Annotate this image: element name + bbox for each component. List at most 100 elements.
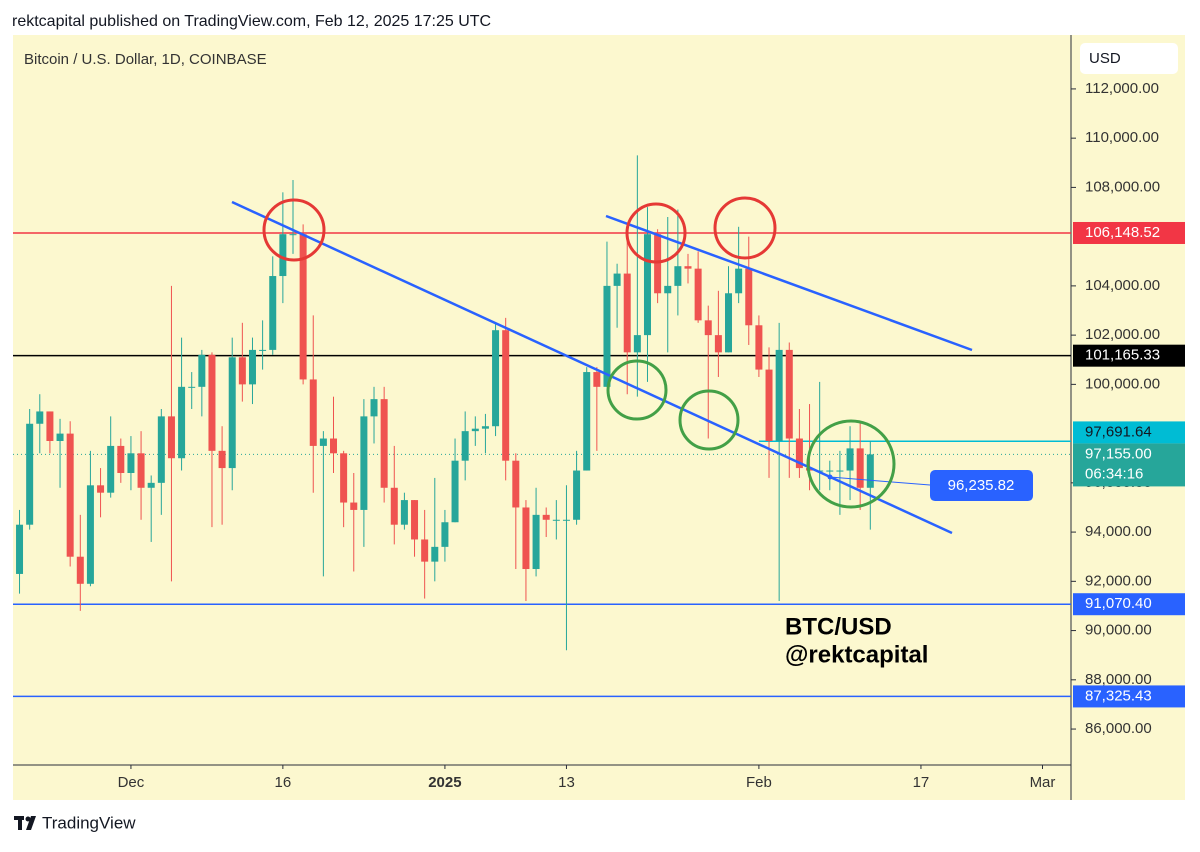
y-tick-label: 94,000.00	[1085, 523, 1152, 540]
logo-mark	[18, 816, 22, 830]
x-tick-label: Dec	[118, 774, 145, 791]
x-tick-label: Mar	[1030, 774, 1056, 791]
y-tick-label: 112,000.00	[1085, 80, 1159, 97]
candle-body	[248, 349, 256, 385]
candle-body	[238, 357, 246, 385]
candle-body	[76, 556, 84, 584]
candle-body	[299, 234, 307, 380]
candle-body	[117, 445, 125, 473]
annotation: BTC/USD	[785, 613, 892, 640]
y-tick-label: 86,000.00	[1085, 720, 1152, 737]
candle-body	[846, 448, 854, 471]
candle-body	[785, 349, 793, 439]
logo: TradingView	[14, 813, 136, 832]
x-tick-label: 13	[558, 774, 575, 791]
candle-body	[795, 438, 803, 469]
x-tick-label: 16	[275, 774, 292, 791]
candle-body	[157, 416, 165, 483]
candle-body	[390, 487, 398, 525]
candle-body	[127, 453, 135, 473]
candle-body	[522, 507, 530, 570]
highlight-circle	[262, 198, 326, 262]
logo-mark	[26, 816, 36, 830]
candle-body	[481, 426, 489, 429]
candle-body	[431, 546, 439, 562]
crosshair-connector	[829, 476, 931, 486]
level-label-box	[1073, 344, 1185, 367]
candle-body	[765, 369, 773, 441]
chart-title: Bitcoin / U.S. Dollar, 1D, COINBASE	[24, 51, 267, 68]
candle-body	[309, 379, 317, 446]
plot-area	[13, 155, 1071, 698]
candle-body	[147, 482, 155, 488]
candle-body	[704, 320, 712, 336]
candle-body	[694, 268, 702, 321]
candle-body	[593, 372, 601, 387]
last-price-box	[1073, 443, 1185, 487]
crosshair-label: 96,235.82	[948, 477, 1015, 494]
candle-body	[502, 330, 510, 461]
candle-body	[552, 519, 560, 521]
candle-body	[613, 273, 621, 286]
candle-body	[674, 266, 682, 286]
candle-body	[107, 445, 115, 493]
candle-body	[866, 454, 874, 488]
candle-body	[360, 416, 368, 510]
candle-body	[461, 431, 469, 461]
candle-body	[583, 372, 591, 471]
candle-body	[66, 433, 74, 557]
crosshair-box	[930, 470, 1033, 502]
y-tick-label: 110,000.00	[1085, 129, 1159, 146]
y-tick-label: 108,000.00	[1085, 178, 1160, 195]
candle-body	[86, 485, 94, 584]
y-tick-label: 104,000.00	[1085, 277, 1160, 294]
candle-body	[441, 522, 449, 547]
candle-body	[856, 448, 864, 488]
candle-body	[826, 470, 834, 472]
candle-body	[46, 411, 54, 441]
candle-body	[137, 453, 145, 488]
level-label: 101,165.33	[1085, 347, 1160, 364]
x-tick-label: Feb	[746, 774, 772, 791]
axes: 86,000.00 88,000.00 90,000.00 92,000.00 94,0…	[118, 80, 1185, 791]
y-tick-label: 90,000.00	[1085, 622, 1152, 639]
candle-body	[167, 416, 175, 459]
level-label: 87,325.43	[1085, 687, 1152, 704]
candle-body	[36, 411, 44, 424]
candle-body	[664, 285, 672, 294]
candle-body	[471, 428, 479, 432]
highlight-circle	[625, 202, 687, 264]
candle-body	[178, 386, 186, 459]
candle-body	[340, 453, 348, 503]
candle-body	[643, 234, 651, 336]
candle-body	[562, 519, 570, 521]
candle-body	[573, 470, 581, 520]
candle-body	[380, 399, 388, 488]
x-tick-label: 2025	[428, 774, 461, 791]
candle-body	[542, 514, 550, 520]
candle-body	[400, 500, 408, 525]
level-label-box	[1073, 685, 1185, 708]
candle-body	[26, 423, 34, 525]
candle-body	[775, 349, 783, 441]
candle-body	[259, 349, 267, 351]
candle-body	[208, 354, 216, 451]
y-tick-label: 102,000.00	[1085, 326, 1160, 343]
currency-label: USD	[1089, 50, 1121, 67]
candle-body	[714, 335, 722, 353]
highlight-circle	[678, 389, 740, 451]
footer-brand: TradingView	[42, 813, 136, 832]
chart-background	[13, 35, 1185, 800]
candle-body	[532, 514, 540, 570]
candle-body	[512, 460, 520, 508]
candle-body	[735, 268, 743, 294]
candle-body	[836, 470, 844, 472]
highlight-circle	[806, 419, 896, 509]
candle-body	[745, 268, 753, 326]
y-tick-label: 92,000.00	[1085, 572, 1152, 589]
candle-body	[492, 330, 500, 427]
candle-body	[451, 460, 459, 523]
candle-body	[198, 354, 206, 387]
